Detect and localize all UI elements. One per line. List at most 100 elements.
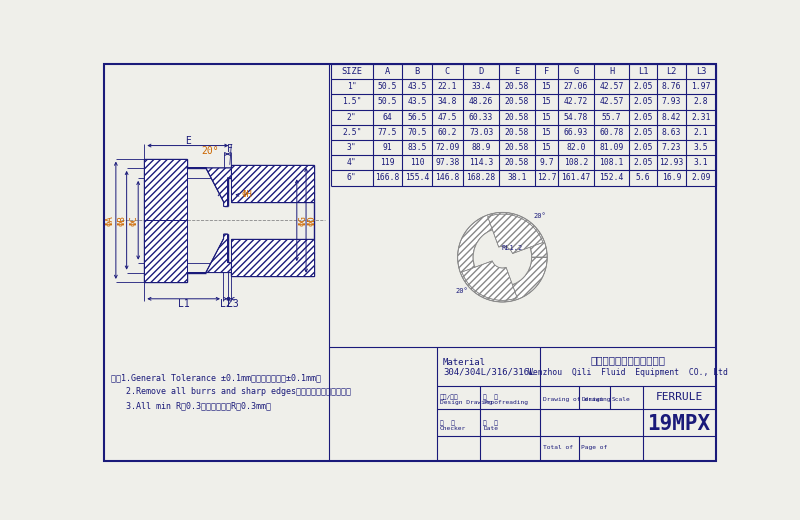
Text: 2.8: 2.8 (694, 97, 708, 107)
Text: 3": 3" (347, 143, 357, 152)
Text: 20.58: 20.58 (505, 113, 529, 122)
Text: 2.5": 2.5" (342, 128, 362, 137)
Text: ΦG: ΦG (298, 215, 307, 226)
Text: 2.05: 2.05 (634, 143, 653, 152)
Text: 20.58: 20.58 (505, 158, 529, 167)
Text: RL1.2: RL1.2 (501, 245, 522, 251)
Polygon shape (488, 214, 543, 254)
Text: 8.76: 8.76 (662, 82, 682, 91)
Text: 22.1: 22.1 (438, 82, 458, 91)
Text: 152.4: 152.4 (599, 174, 624, 183)
Text: 7.23: 7.23 (662, 143, 682, 152)
Text: FERRULE: FERRULE (655, 393, 702, 402)
Polygon shape (231, 239, 314, 276)
Text: 166.8: 166.8 (375, 174, 400, 183)
Text: 34.8: 34.8 (438, 97, 458, 107)
Text: 48.26: 48.26 (469, 97, 494, 107)
Text: Scale: Scale (612, 397, 631, 402)
Polygon shape (144, 159, 186, 220)
Text: ΦA: ΦA (106, 215, 115, 226)
Text: H: H (609, 67, 614, 76)
Text: C: C (445, 67, 450, 76)
Text: 70.5: 70.5 (407, 128, 426, 137)
Text: 1.5": 1.5" (342, 97, 362, 107)
Text: 38.1: 38.1 (507, 174, 526, 183)
Text: L3: L3 (696, 67, 706, 76)
Text: Date: Date (483, 426, 498, 432)
Text: E: E (185, 136, 190, 146)
Text: 1.97: 1.97 (691, 82, 710, 91)
Text: 60.78: 60.78 (599, 128, 624, 137)
Polygon shape (186, 234, 231, 272)
Text: 审  核: 审 核 (440, 420, 455, 425)
Text: 83.5: 83.5 (407, 143, 426, 152)
Text: 42.57: 42.57 (599, 82, 624, 91)
Text: 2.05: 2.05 (634, 82, 653, 91)
Text: 设计/制图: 设计/制图 (440, 395, 458, 400)
Text: 3.1: 3.1 (694, 158, 708, 167)
Text: B: B (414, 67, 419, 76)
Text: L3: L3 (227, 299, 239, 309)
Text: 2": 2" (347, 113, 357, 122)
Text: 97.38: 97.38 (435, 158, 460, 167)
Text: 20°: 20° (201, 146, 218, 156)
Text: 81.09: 81.09 (599, 143, 624, 152)
Text: ΦD: ΦD (308, 215, 317, 226)
Text: 3.5: 3.5 (694, 143, 708, 152)
Text: 43.5: 43.5 (407, 97, 426, 107)
Text: 72.09: 72.09 (435, 143, 460, 152)
Text: 66.93: 66.93 (563, 128, 588, 137)
Text: 161.47: 161.47 (561, 174, 590, 183)
Text: 2.09: 2.09 (691, 174, 710, 183)
Text: 15: 15 (542, 97, 551, 107)
Text: 温州齐力流体设备有限公司: 温州齐力流体设备有限公司 (590, 355, 666, 366)
Text: ΦH: ΦH (242, 190, 252, 199)
Text: Drawing of drawing: Drawing of drawing (543, 397, 610, 402)
Text: Proofreading: Proofreading (483, 400, 528, 405)
Polygon shape (462, 261, 517, 301)
Circle shape (473, 228, 532, 287)
Text: 16.9: 16.9 (662, 174, 682, 183)
Text: L1: L1 (638, 67, 648, 76)
Text: SIZE: SIZE (342, 67, 362, 76)
Polygon shape (458, 213, 547, 302)
Text: 15: 15 (542, 128, 551, 137)
Text: 1": 1" (347, 82, 357, 91)
Text: 15: 15 (542, 113, 551, 122)
Text: 82.0: 82.0 (566, 143, 586, 152)
Text: 8.42: 8.42 (662, 113, 682, 122)
Text: 校  对: 校 对 (483, 395, 498, 400)
Text: 146.8: 146.8 (435, 174, 460, 183)
Text: 15: 15 (542, 82, 551, 91)
Text: L1: L1 (178, 299, 190, 309)
Text: 88.9: 88.9 (471, 143, 491, 152)
Text: 注：1.General Tolerance ±0.1mm（一般尺寸公差±0.1mm）: 注：1.General Tolerance ±0.1mm（一般尺寸公差±0.1m… (111, 373, 322, 383)
Text: 304/304L/316/316L: 304/304L/316/316L (443, 368, 534, 376)
Text: 42.72: 42.72 (563, 97, 588, 107)
Text: 50.5: 50.5 (378, 97, 398, 107)
Text: 43.5: 43.5 (407, 82, 426, 91)
Text: ΦB: ΦB (118, 215, 126, 226)
Text: 73.03: 73.03 (469, 128, 494, 137)
Text: Material: Material (443, 358, 486, 367)
Text: Page of: Page of (582, 445, 607, 450)
Text: 155.4: 155.4 (405, 174, 429, 183)
Text: 60.33: 60.33 (469, 113, 494, 122)
Text: 64: 64 (382, 113, 392, 122)
Text: L2: L2 (666, 67, 677, 76)
Text: Design Drawing: Design Drawing (440, 400, 493, 405)
Text: 12.7: 12.7 (537, 174, 556, 183)
Text: 2.31: 2.31 (691, 113, 710, 122)
Text: 50.5: 50.5 (378, 82, 398, 91)
Text: 56.5: 56.5 (407, 113, 426, 122)
Text: 33.4: 33.4 (471, 82, 491, 91)
Text: 2.05: 2.05 (634, 97, 653, 107)
Text: 54.78: 54.78 (563, 113, 588, 122)
Text: 12.93: 12.93 (659, 158, 684, 167)
Text: 9.7: 9.7 (539, 158, 554, 167)
Text: 114.3: 114.3 (469, 158, 494, 167)
Text: 6": 6" (347, 174, 357, 183)
Text: E: E (514, 67, 519, 76)
Text: 47.5: 47.5 (438, 113, 458, 122)
Text: 77.5: 77.5 (378, 128, 398, 137)
